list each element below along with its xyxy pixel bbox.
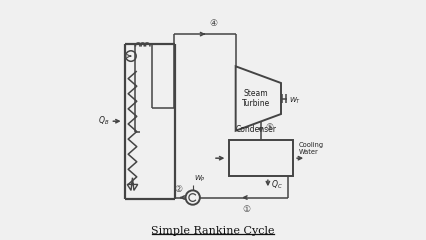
Text: $Q_C$: $Q_C$ <box>271 178 282 191</box>
Polygon shape <box>236 66 281 131</box>
Text: Simple Rankine Cycle: Simple Rankine Cycle <box>151 226 275 236</box>
Text: ⑤: ⑤ <box>265 123 273 132</box>
Text: Steam
Turbine: Steam Turbine <box>242 89 270 108</box>
Text: ④: ④ <box>209 19 217 28</box>
Text: ①: ① <box>242 205 250 214</box>
Text: $W_T$: $W_T$ <box>289 96 301 106</box>
Bar <box>228 140 293 176</box>
Circle shape <box>186 190 200 205</box>
Text: Condenser: Condenser <box>236 125 276 134</box>
Text: Cooling
Water: Cooling Water <box>299 142 324 155</box>
Text: ②: ② <box>174 185 182 194</box>
Text: $W_P$: $W_P$ <box>194 174 206 184</box>
Text: $Q_B$: $Q_B$ <box>98 115 109 127</box>
